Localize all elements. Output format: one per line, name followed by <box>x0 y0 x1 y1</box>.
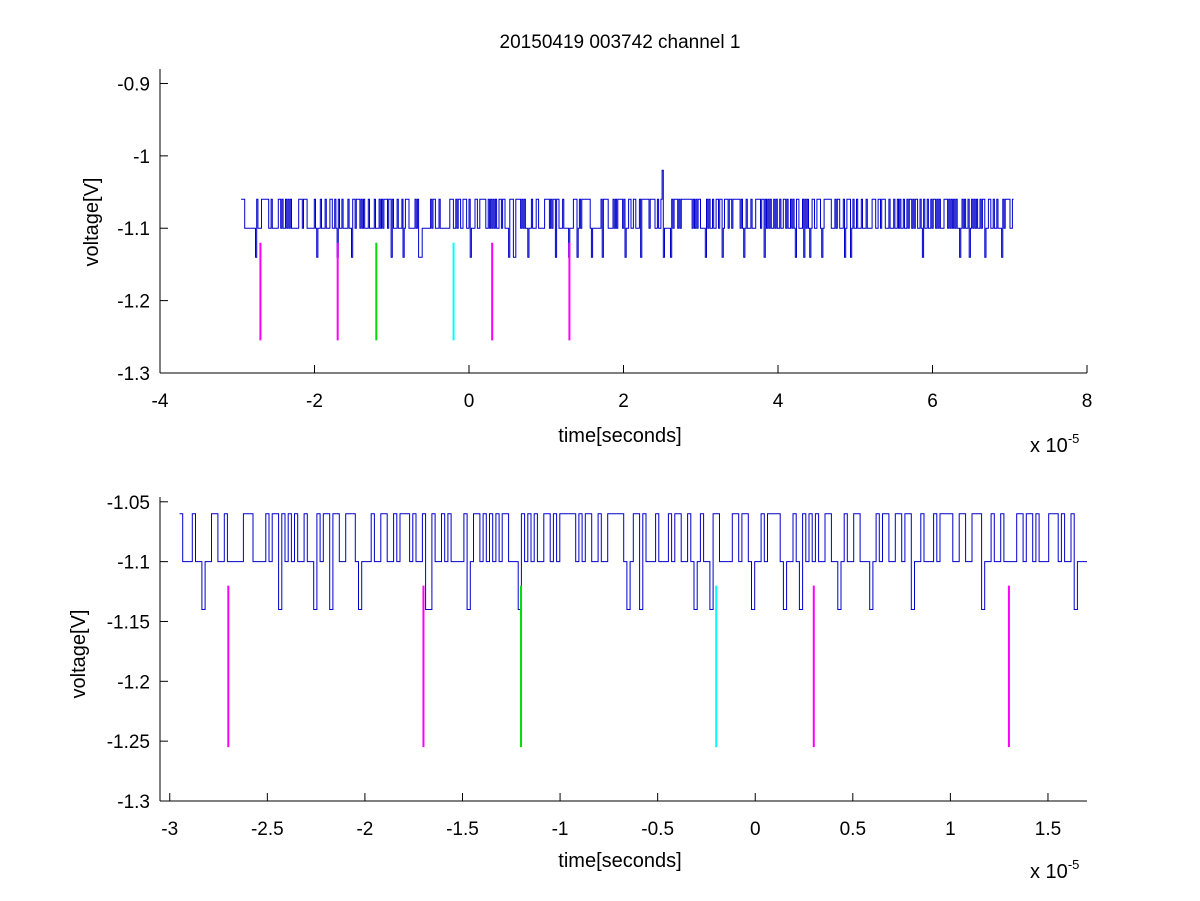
x-tick-label: 1.5 <box>1035 819 1061 840</box>
y-tick-label: -1.3 <box>117 364 150 385</box>
bottom-y-axis-label: voltage[V] <box>68 610 90 699</box>
bottom-x-multiplier-exponent: -5 <box>1068 857 1080 872</box>
bottom-x-multiplier: x 10-5 <box>1030 857 1079 883</box>
top-axis-ticks: -4 -2 0 2 4 6 8 -1.3 -1.2 -1.1 -1 -0.9 <box>117 69 1092 412</box>
x-tick-label: -2 <box>356 819 373 840</box>
chart-title: 20150419 003742 channel 1 <box>500 32 741 53</box>
y-tick-label: -0.9 <box>117 74 150 95</box>
y-tick-label: -1.1 <box>117 553 150 574</box>
y-tick-label: -1.2 <box>117 672 150 693</box>
signal-trace <box>241 169 1014 258</box>
top-x-multiplier-exponent: -5 <box>1068 431 1080 446</box>
top-plot-area <box>241 169 1014 341</box>
x-tick-label: -2.5 <box>251 819 284 840</box>
top-y-axis-label: voltage[V] <box>81 178 103 267</box>
bottom-x-axis-label: time[seconds] <box>558 850 681 872</box>
x-tick-label: 8 <box>1082 391 1093 412</box>
x-tick-label: 0 <box>750 819 761 840</box>
x-tick-label: 1 <box>945 819 956 840</box>
y-tick-label: -1.2 <box>117 292 150 313</box>
x-tick-label: -3 <box>161 819 178 840</box>
top-subplot: 20150419 003742 channel 1 -4 -2 0 2 4 6 8-1.3-… <box>81 32 1092 457</box>
y-tick-label: -1.05 <box>107 493 150 514</box>
bottom-x-multiplier-base: x 10 <box>1030 861 1068 883</box>
x-tick-label: 0 <box>464 391 475 412</box>
top-x-axis-label: time[seconds] <box>558 425 681 447</box>
top-x-multiplier: x 10-5 <box>1030 431 1079 457</box>
x-tick-label: 2 <box>618 391 629 412</box>
y-tick-label: -1.25 <box>107 732 150 753</box>
bottom-axis-ticks: -3 -2.5 -2 -1.5 -1 -0.5 0 0.5 1 1.5 -1.3 -1.25 -1.2 -… <box>107 493 1087 840</box>
y-tick-label: -1 <box>133 147 150 168</box>
x-tick-label: 4 <box>773 391 784 412</box>
x-tick-label: -2 <box>306 391 323 412</box>
bottom-plot-area <box>179 513 1087 748</box>
x-tick-label: -1 <box>552 819 569 840</box>
x-tick-label: -0.5 <box>641 819 674 840</box>
bottom-subplot: -3 -2.5 -2 -1.5 -1 -0.5 0 0.5 1 1.5 -1.3 -1.25 -1.2 -… <box>68 493 1087 883</box>
x-tick-label: -1.5 <box>446 819 479 840</box>
x-tick-label: 6 <box>927 391 938 412</box>
y-tick-label: -1.15 <box>107 612 150 633</box>
signal-trace <box>179 513 1087 610</box>
x-tick-label: -4 <box>152 391 169 412</box>
y-tick-label: -1.3 <box>117 792 150 813</box>
y-tick-label: -1.1 <box>117 219 150 240</box>
top-x-multiplier-base: x 10 <box>1030 435 1068 457</box>
x-tick-label: 0.5 <box>840 819 866 840</box>
